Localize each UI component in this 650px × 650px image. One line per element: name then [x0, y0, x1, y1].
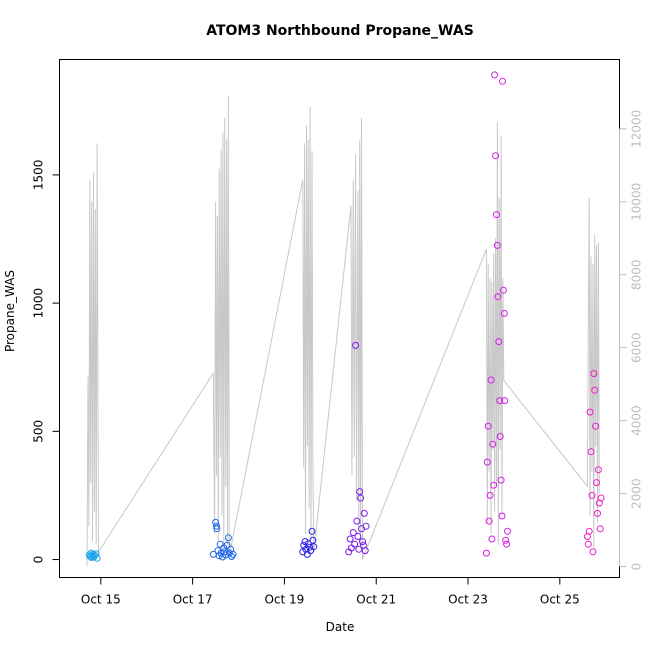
data-point-series-2	[216, 540, 224, 548]
x-tick-label: Oct 17	[173, 593, 213, 607]
data-point-series-5	[497, 476, 505, 484]
data-point-series-5	[501, 397, 509, 405]
secondary-y-tick-label: 2000	[630, 478, 644, 509]
plot-frame	[59, 59, 620, 578]
data-point-series-3	[309, 536, 317, 544]
data-point-series-6	[584, 540, 592, 548]
data-point-series-6	[593, 479, 600, 487]
y-axis: 0 500 1000 1500	[32, 160, 60, 564]
secondary-y-tick-label: 4000	[630, 405, 644, 436]
data-point-series-6	[594, 509, 601, 517]
altitude-trace	[86, 95, 600, 567]
x-axis-label: Date	[326, 620, 355, 634]
x-tick-label: Oct 25	[540, 593, 580, 607]
data-point-series-5	[498, 512, 506, 520]
x-tick-label: Oct 15	[81, 593, 121, 607]
data-point-series-5	[493, 241, 501, 249]
data-point-series-4	[353, 517, 361, 525]
y-axis-label: Propane_WAS	[3, 270, 17, 352]
data-point-series-5	[485, 517, 493, 525]
x-tick-label: Oct 19	[264, 593, 304, 607]
data-point-series-3	[304, 540, 312, 548]
data-point-series-4	[362, 522, 370, 530]
data-point-series-2	[229, 550, 237, 558]
data-point-series-5	[499, 77, 506, 85]
data-point-series-2	[212, 518, 220, 526]
secondary-y-tick-label: 10000	[630, 183, 644, 221]
y-tick-label: 1500	[32, 160, 46, 191]
x-axis: Oct 15 Oct 17 Oct 19 Oct 21 Oct 23 Oct 25	[81, 577, 580, 607]
data-point-series-5	[493, 211, 500, 219]
data-point-series-5	[492, 152, 500, 160]
chart-title: ATOM3 Northbound Propane_WAS	[206, 23, 474, 39]
data-point-series-5	[503, 540, 511, 548]
data-point-series-4	[361, 547, 369, 555]
data-point-series-5	[482, 549, 490, 557]
altitude-trace-line	[86, 95, 600, 567]
data-point-series-5	[494, 293, 502, 301]
data-point-series-2	[221, 548, 229, 556]
data-point-series-4	[354, 533, 362, 540]
data-point-series-4	[356, 488, 364, 496]
data-point-series-4	[359, 538, 366, 546]
secondary-y-axis: 0 2000 4000 6000 8000 10000 12000	[619, 110, 644, 571]
data-point-series-1	[93, 554, 101, 562]
data-point-series-5	[496, 433, 504, 440]
secondary-y-tick-label: 0	[630, 563, 644, 571]
data-point-series-6	[585, 527, 593, 535]
data-point-series-2	[213, 522, 220, 530]
data-point-series-4	[357, 494, 365, 502]
data-point-series-6	[597, 494, 605, 502]
x-tick-label: Oct 21	[356, 593, 396, 607]
data-point-series-5	[483, 458, 491, 466]
data-point-series-3	[310, 543, 318, 551]
data-point-series-4	[349, 529, 357, 537]
data-point-series-5	[496, 397, 504, 405]
data-point-series-6	[591, 386, 599, 394]
data-point-series-6	[588, 491, 596, 499]
data-point-series-6	[587, 448, 595, 456]
y-tick-label: 0	[32, 556, 46, 564]
secondary-y-tick-label: 8000	[630, 259, 644, 290]
data-point-series-4	[355, 545, 363, 553]
data-point-series-6	[592, 422, 600, 430]
data-point-series-3	[306, 543, 314, 551]
data-point-series-3	[308, 527, 316, 535]
secondary-y-tick-label: 6000	[630, 332, 644, 363]
data-point-series-5	[489, 440, 497, 448]
data-point-series-2	[223, 541, 231, 549]
data-point-series-5	[495, 338, 503, 346]
data-point-series-4	[360, 509, 368, 517]
data-point-series-5	[490, 481, 498, 489]
data-point-series-5	[502, 536, 510, 544]
data-point-series-6	[590, 370, 598, 378]
data-points	[85, 71, 605, 562]
data-point-series-4	[346, 535, 354, 543]
x-tick-label: Oct 23	[448, 593, 488, 607]
data-point-series-2	[224, 534, 232, 542]
data-point-series-1	[92, 550, 100, 558]
data-point-series-6	[589, 548, 597, 556]
data-point-series-5	[484, 422, 492, 430]
y-tick-label: 500	[32, 420, 46, 443]
data-point-series-4	[352, 341, 360, 349]
data-point-series-5	[499, 286, 507, 294]
data-point-series-6	[586, 408, 594, 416]
data-point-series-5	[500, 309, 508, 317]
secondary-y-tick-label: 12000	[630, 110, 644, 148]
data-point-series-4	[351, 540, 359, 548]
data-point-series-5	[486, 491, 494, 499]
data-point-series-2	[213, 525, 221, 533]
data-point-series-6	[594, 466, 602, 474]
y-tick-label: 1000	[32, 288, 46, 319]
data-point-series-5	[488, 535, 496, 543]
data-point-series-6	[596, 525, 604, 533]
data-point-series-5	[487, 376, 495, 384]
data-point-series-5	[491, 71, 499, 79]
data-point-series-5	[504, 527, 511, 535]
